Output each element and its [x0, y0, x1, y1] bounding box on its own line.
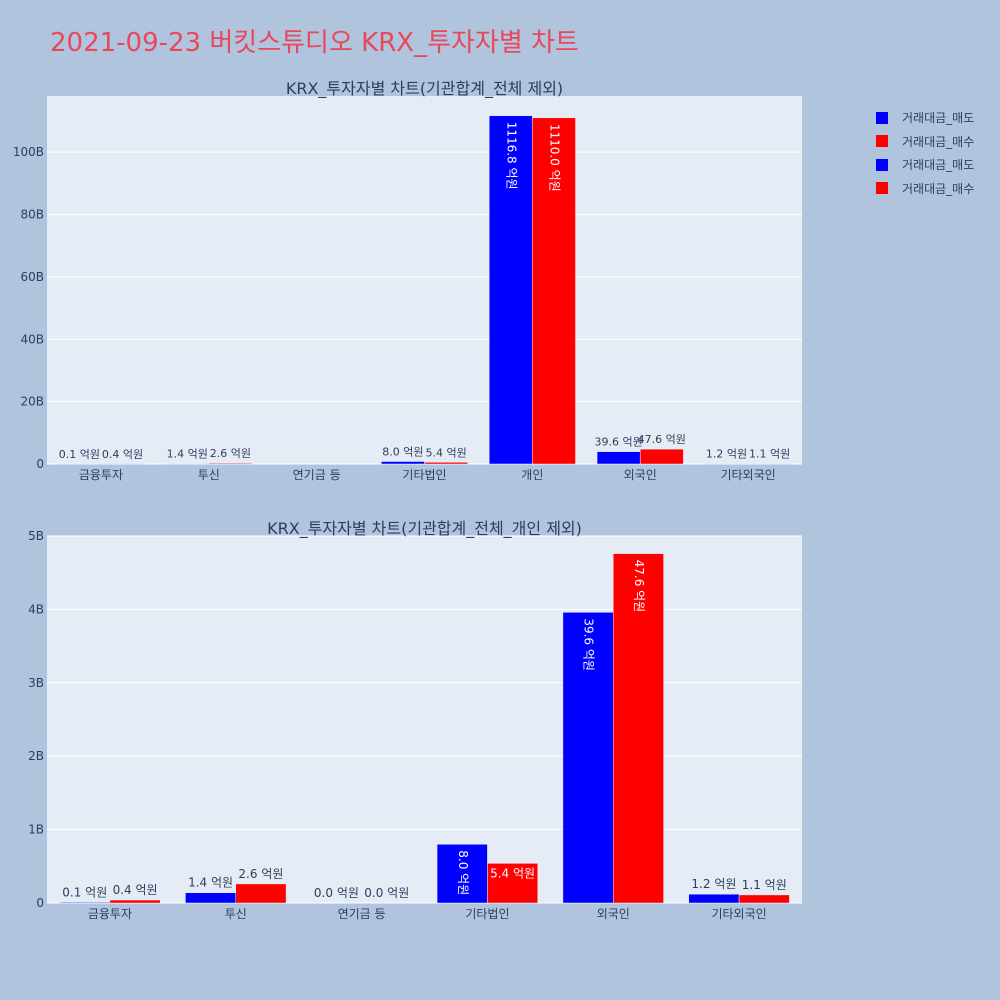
data-label: 39.6 억원: [582, 618, 596, 671]
y-tick-label: 100B: [13, 145, 44, 159]
legend-swatch-sell: [876, 158, 888, 171]
bar-buy: [738, 894, 790, 904]
x-tick-label: 금융투자: [88, 907, 132, 921]
data-label: 1.4 억원: [188, 876, 233, 890]
data-label: 8.0 억원: [382, 446, 423, 459]
bar-sell: [59, 902, 111, 904]
data-label: 47.6 억원: [638, 433, 686, 446]
bar-buy: [613, 553, 664, 904]
bar-sell: [488, 115, 533, 465]
x-tick-label: 연기금 등: [293, 468, 341, 482]
data-label: 2.6 억원: [210, 447, 251, 460]
data-label: 1.1 억원: [749, 448, 790, 461]
x-tick-label: 기타법인: [402, 468, 446, 482]
legend-item-buy[interactable]: 거래대금_매수: [876, 177, 974, 201]
data-label: 0.0 억원: [314, 886, 359, 900]
plot-area: [47, 536, 802, 903]
bar-buy: [532, 117, 576, 465]
data-label: 5.4 억원: [425, 446, 466, 459]
y-tick-label: 40B: [20, 332, 44, 346]
legend-swatch-sell: [876, 111, 888, 124]
legend-item-sell[interactable]: 거래대금_매도: [876, 106, 974, 130]
legend[interactable]: 거래대금_매도 거래대금_매수 거래대금_매도 거래대금_매수: [876, 106, 974, 200]
data-label: 0.0 억원: [364, 886, 409, 900]
data-label: 1.2 억원: [706, 448, 747, 461]
chart-title: KRX_투자자별 차트(기관합계_전체_개인 제외): [267, 519, 582, 539]
x-tick-label: 투신: [225, 907, 247, 921]
chart-title: KRX_투자자별 차트(기관합계_전체 제외): [286, 79, 563, 99]
legend-label: 거래대금_매수: [902, 181, 975, 196]
bar-buy: [208, 462, 253, 465]
data-label: 5.4 억원: [490, 866, 535, 880]
bar-buy: [109, 899, 161, 904]
bar-sell: [381, 461, 425, 465]
x-tick-label: 개인: [521, 468, 543, 482]
x-tick-label: 금융투자: [79, 468, 123, 482]
data-label: 1.2 억원: [691, 877, 736, 891]
y-tick-label: 0: [36, 457, 44, 471]
data-label: 1.1 억원: [742, 878, 787, 892]
bar-buy: [487, 863, 538, 904]
x-tick-label: 외국인: [624, 468, 657, 482]
data-label: 0.1 억원: [62, 885, 107, 899]
legend-swatch-buy: [876, 135, 888, 148]
legend-item-buy[interactable]: 거래대금_매수: [876, 130, 974, 154]
bar-buy: [424, 462, 468, 465]
bar-sell: [185, 892, 237, 904]
data-label: 2.6 억원: [238, 867, 283, 881]
data-label: 47.6 억원: [632, 560, 646, 613]
y-tick-label: 3B: [28, 676, 44, 690]
y-tick-label: 80B: [20, 208, 44, 222]
plot-area: [47, 96, 802, 464]
x-tick-label: 연기금 등: [338, 907, 386, 921]
y-tick-label: 60B: [20, 270, 44, 284]
page-title: 2021-09-23 버킷스튜디오 KRX_투자자별 차트: [50, 28, 579, 58]
data-label: 1.4 억원: [167, 448, 208, 461]
y-tick-label: 20B: [20, 395, 44, 409]
data-label: 0.4 억원: [113, 883, 158, 897]
x-tick-label: 기타외국인: [711, 907, 766, 921]
data-label: 8.0 억원: [456, 850, 470, 895]
bar-sell: [688, 893, 740, 904]
bar-sell: [596, 451, 641, 465]
legend-item-sell[interactable]: 거래대금_매도: [876, 153, 974, 177]
y-tick-label: 4B: [28, 602, 44, 616]
data-label: 1110.0 억원: [547, 124, 561, 192]
data-label: 0.4 억원: [102, 448, 143, 461]
y-tick-label: 0: [36, 896, 44, 910]
x-tick-label: 외국인: [597, 907, 630, 921]
legend-label: 거래대금_매도: [902, 158, 975, 173]
x-tick-label: 기타외국인: [720, 468, 775, 482]
data-label: 39.6 억원: [595, 436, 643, 449]
legend-label: 거래대금_매수: [902, 134, 975, 149]
y-tick-label: 1B: [28, 823, 44, 837]
bar-buy: [235, 883, 287, 904]
y-tick-label: 5B: [28, 529, 44, 543]
data-label: 1116.8 억원: [504, 122, 518, 190]
bar-sell: [562, 612, 614, 904]
legend-swatch-buy: [876, 182, 888, 195]
bar-buy: [639, 448, 684, 465]
legend-label: 거래대금_매도: [902, 111, 975, 126]
y-tick-label: 2B: [28, 749, 44, 763]
data-label: 0.1 억원: [59, 448, 100, 461]
x-tick-label: 투신: [198, 468, 220, 482]
x-tick-label: 기타법인: [465, 907, 509, 921]
bar-sell: [436, 844, 488, 904]
